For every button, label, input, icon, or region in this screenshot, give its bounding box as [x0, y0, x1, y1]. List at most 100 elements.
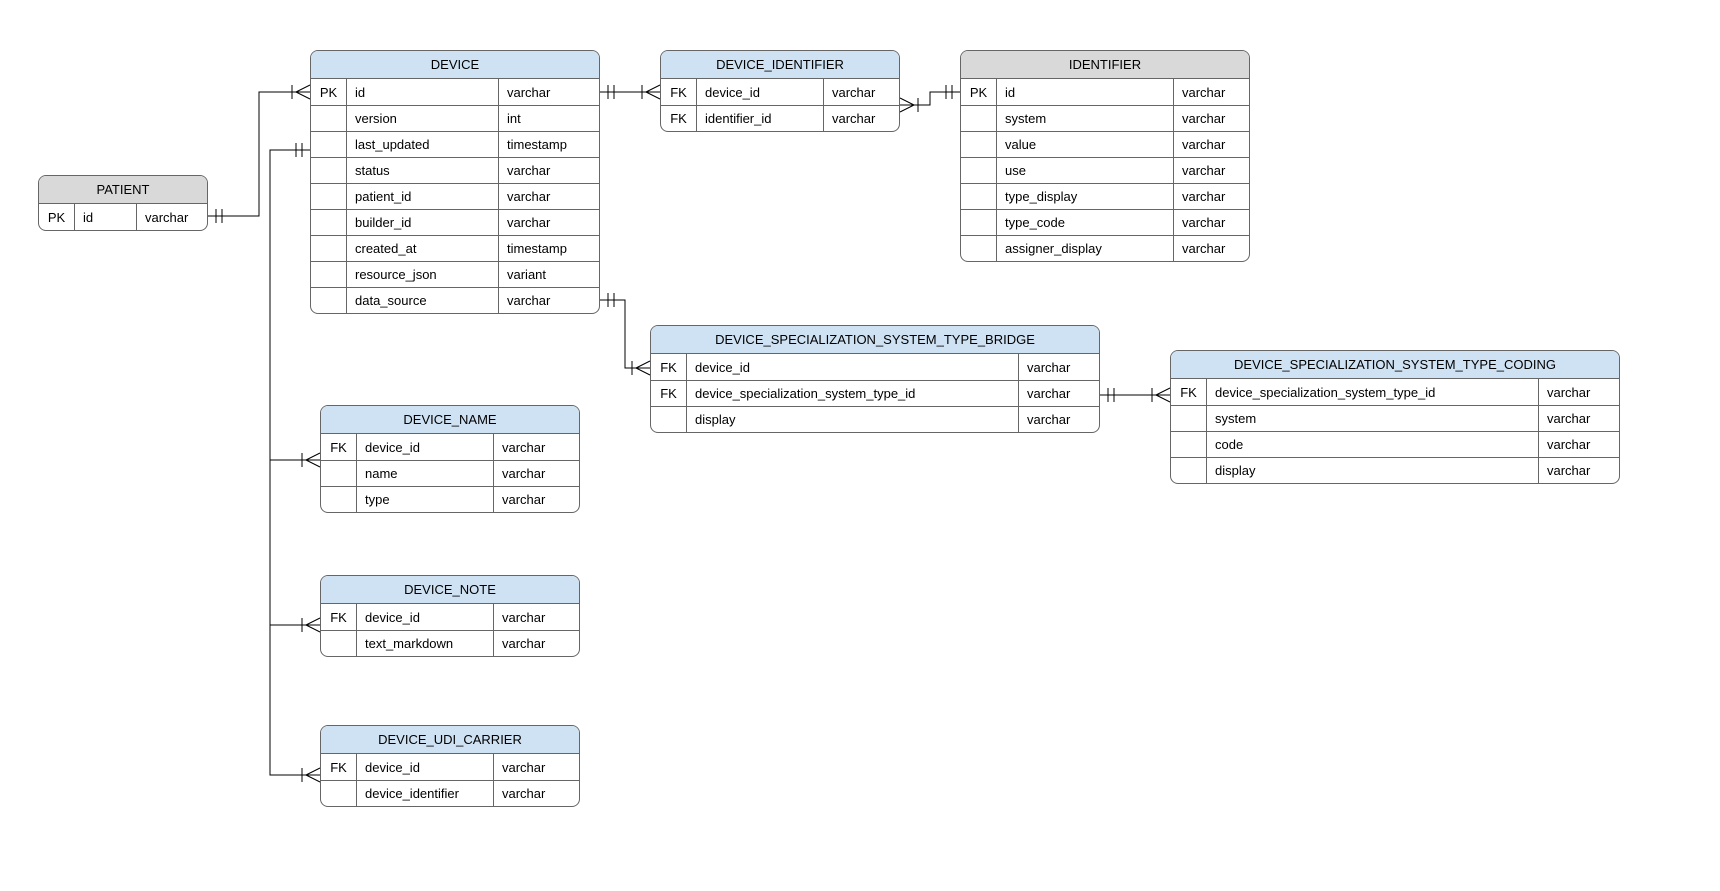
table-row: versionint [311, 105, 599, 131]
table-row: usevarchar [961, 157, 1249, 183]
entity-title: DEVICE_NOTE [321, 576, 579, 604]
column-type: varchar [1174, 132, 1249, 157]
column-type: varchar [499, 210, 599, 235]
key-cell [1171, 432, 1207, 457]
column-type: varchar [1019, 354, 1099, 380]
table-row: valuevarchar [961, 131, 1249, 157]
table-row: FKdevice_idvarchar [661, 79, 899, 105]
key-cell [321, 631, 357, 656]
table-row: namevarchar [321, 460, 579, 486]
entity-body: PKidvarcharsystemvarcharvaluevarcharusev… [961, 79, 1249, 261]
column-type: varchar [1174, 79, 1249, 105]
column-type: varchar [1019, 381, 1099, 406]
column-type: varchar [1539, 432, 1619, 457]
entity-title: DEVICE [311, 51, 599, 79]
table-row: FKidentifier_idvarchar [661, 105, 899, 131]
table-row: FKdevice_idvarchar [651, 354, 1099, 380]
entity-body: FKdevice_specialization_system_type_idva… [1171, 379, 1619, 483]
column-type: varchar [1174, 184, 1249, 209]
key-cell [961, 132, 997, 157]
column-type: varchar [499, 79, 599, 105]
column-name: code [1207, 432, 1539, 457]
key-cell [961, 210, 997, 235]
entity-identifier: IDENTIFIERPKidvarcharsystemvarcharvaluev… [960, 50, 1250, 262]
table-row: FKdevice_idvarchar [321, 754, 579, 780]
column-name: id [347, 79, 499, 105]
column-name: resource_json [347, 262, 499, 287]
table-row: data_sourcevarchar [311, 287, 599, 313]
table-row: FKdevice_specialization_system_type_idva… [651, 380, 1099, 406]
column-name: display [687, 407, 1019, 432]
entity-title: DEVICE_UDI_CARRIER [321, 726, 579, 754]
entity-body: FKdevice_idvarcharFKdevice_specializatio… [651, 354, 1099, 432]
column-type: varchar [1539, 458, 1619, 483]
entity-title: DEVICE_SPECIALIZATION_SYSTEM_TYPE_CODING [1171, 351, 1619, 379]
relationship-line [600, 293, 650, 375]
key-cell: FK [321, 434, 357, 460]
column-name: id [997, 79, 1174, 105]
column-name: device_id [357, 754, 494, 780]
column-name: type [357, 487, 494, 512]
entity-device_note: DEVICE_NOTEFKdevice_idvarchartext_markdo… [320, 575, 580, 657]
key-cell [321, 461, 357, 486]
table-row: patient_idvarchar [311, 183, 599, 209]
column-name: value [997, 132, 1174, 157]
column-name: device_id [687, 354, 1019, 380]
table-row: displayvarchar [651, 406, 1099, 432]
column-name: device_id [357, 604, 494, 630]
column-type: varchar [494, 631, 579, 656]
column-name: assigner_display [997, 236, 1174, 261]
key-cell: PK [961, 79, 997, 105]
entity-body: FKdevice_idvarchartext_markdownvarchar [321, 604, 579, 656]
key-cell: FK [321, 604, 357, 630]
column-name: type_code [997, 210, 1174, 235]
entity-title: DEVICE_IDENTIFIER [661, 51, 899, 79]
key-cell: FK [661, 106, 697, 131]
table-row: device_identifiervarchar [321, 780, 579, 806]
key-cell: FK [651, 354, 687, 380]
table-row: type_codevarchar [961, 209, 1249, 235]
table-row: last_updatedtimestamp [311, 131, 599, 157]
entity-device: DEVICEPKidvarcharversionintlast_updatedt… [310, 50, 600, 314]
column-type: varchar [494, 754, 579, 780]
key-cell [651, 407, 687, 432]
column-type: varchar [1174, 236, 1249, 261]
table-row: systemvarchar [1171, 405, 1619, 431]
column-type: varchar [499, 288, 599, 313]
key-cell: PK [311, 79, 347, 105]
entity-body: FKdevice_idvarcharFKidentifier_idvarchar [661, 79, 899, 131]
column-name: builder_id [347, 210, 499, 235]
column-type: varchar [1539, 379, 1619, 405]
key-cell: FK [321, 754, 357, 780]
column-type: timestamp [499, 236, 599, 261]
entity-title: DEVICE_SPECIALIZATION_SYSTEM_TYPE_BRIDGE [651, 326, 1099, 354]
key-cell [311, 288, 347, 313]
column-name: identifier_id [697, 106, 824, 131]
column-name: display [1207, 458, 1539, 483]
relationship-line [1100, 388, 1170, 402]
column-type: varchar [494, 781, 579, 806]
column-name: id [75, 204, 137, 230]
column-name: data_source [347, 288, 499, 313]
entity-device_spec_coding: DEVICE_SPECIALIZATION_SYSTEM_TYPE_CODING… [1170, 350, 1620, 484]
table-row: text_markdownvarchar [321, 630, 579, 656]
column-type: varchar [1174, 106, 1249, 131]
entity-body: FKdevice_idvarchardevice_identifiervarch… [321, 754, 579, 806]
entity-body: PKidvarcharversionintlast_updatedtimesta… [311, 79, 599, 313]
column-type: varchar [1174, 158, 1249, 183]
entity-device_name: DEVICE_NAMEFKdevice_idvarcharnamevarchar… [320, 405, 580, 513]
relationship-line [208, 85, 310, 223]
table-row: typevarchar [321, 486, 579, 512]
column-type: varchar [137, 204, 207, 230]
column-type: varchar [494, 487, 579, 512]
column-type: varchar [824, 106, 899, 131]
column-name: device_id [357, 434, 494, 460]
table-row: resource_jsonvariant [311, 261, 599, 287]
key-cell: FK [1171, 379, 1207, 405]
entity-title: IDENTIFIER [961, 51, 1249, 79]
relationship-line [900, 85, 960, 112]
column-name: last_updated [347, 132, 499, 157]
key-cell [311, 262, 347, 287]
column-name: device_id [697, 79, 824, 105]
column-type: varchar [1174, 210, 1249, 235]
